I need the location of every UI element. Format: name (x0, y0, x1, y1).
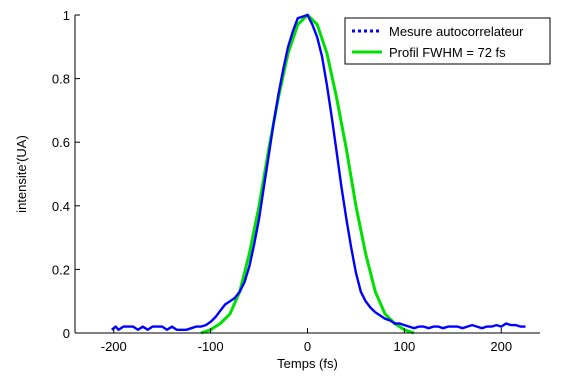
legend-box (344, 17, 551, 65)
legend: Mesure autocorrelateur Profil FWHM = 72 … (344, 17, 551, 65)
y-tick-label: 1 (63, 8, 70, 23)
legend-label-measure: Mesure autocorrelateur (389, 24, 524, 39)
series-layer (111, 13, 526, 335)
x-tick-label: 200 (490, 339, 512, 354)
plot-area: -200 -100 0 100 200 0 0.2 0.4 0.6 0.8 1 (52, 8, 540, 354)
x-tick-label: 100 (394, 339, 416, 354)
y-tick-label: 0.6 (52, 135, 70, 150)
x-tick-label: -200 (101, 339, 127, 354)
y-axis-label: intensite'(UA) (14, 135, 29, 213)
y-tick-label: 0.4 (52, 199, 70, 214)
x-tick-label: 0 (304, 339, 311, 354)
y-tick-label: 0.2 (52, 262, 70, 277)
y-tick-label: 0.8 (52, 72, 70, 87)
y-tick-label: 0 (63, 326, 70, 341)
plot-background (75, 15, 540, 333)
x-axis-label: Temps (fs) (277, 356, 338, 371)
x-axis-ticks: -200 -100 0 100 200 (101, 328, 512, 354)
legend-label-profile: Profil FWHM = 72 fs (389, 45, 506, 60)
series-line-measure (111, 13, 526, 331)
y-axis-ticks: 0 0.2 0.4 0.6 0.8 1 (52, 8, 80, 341)
x-tick-label: -100 (198, 339, 224, 354)
